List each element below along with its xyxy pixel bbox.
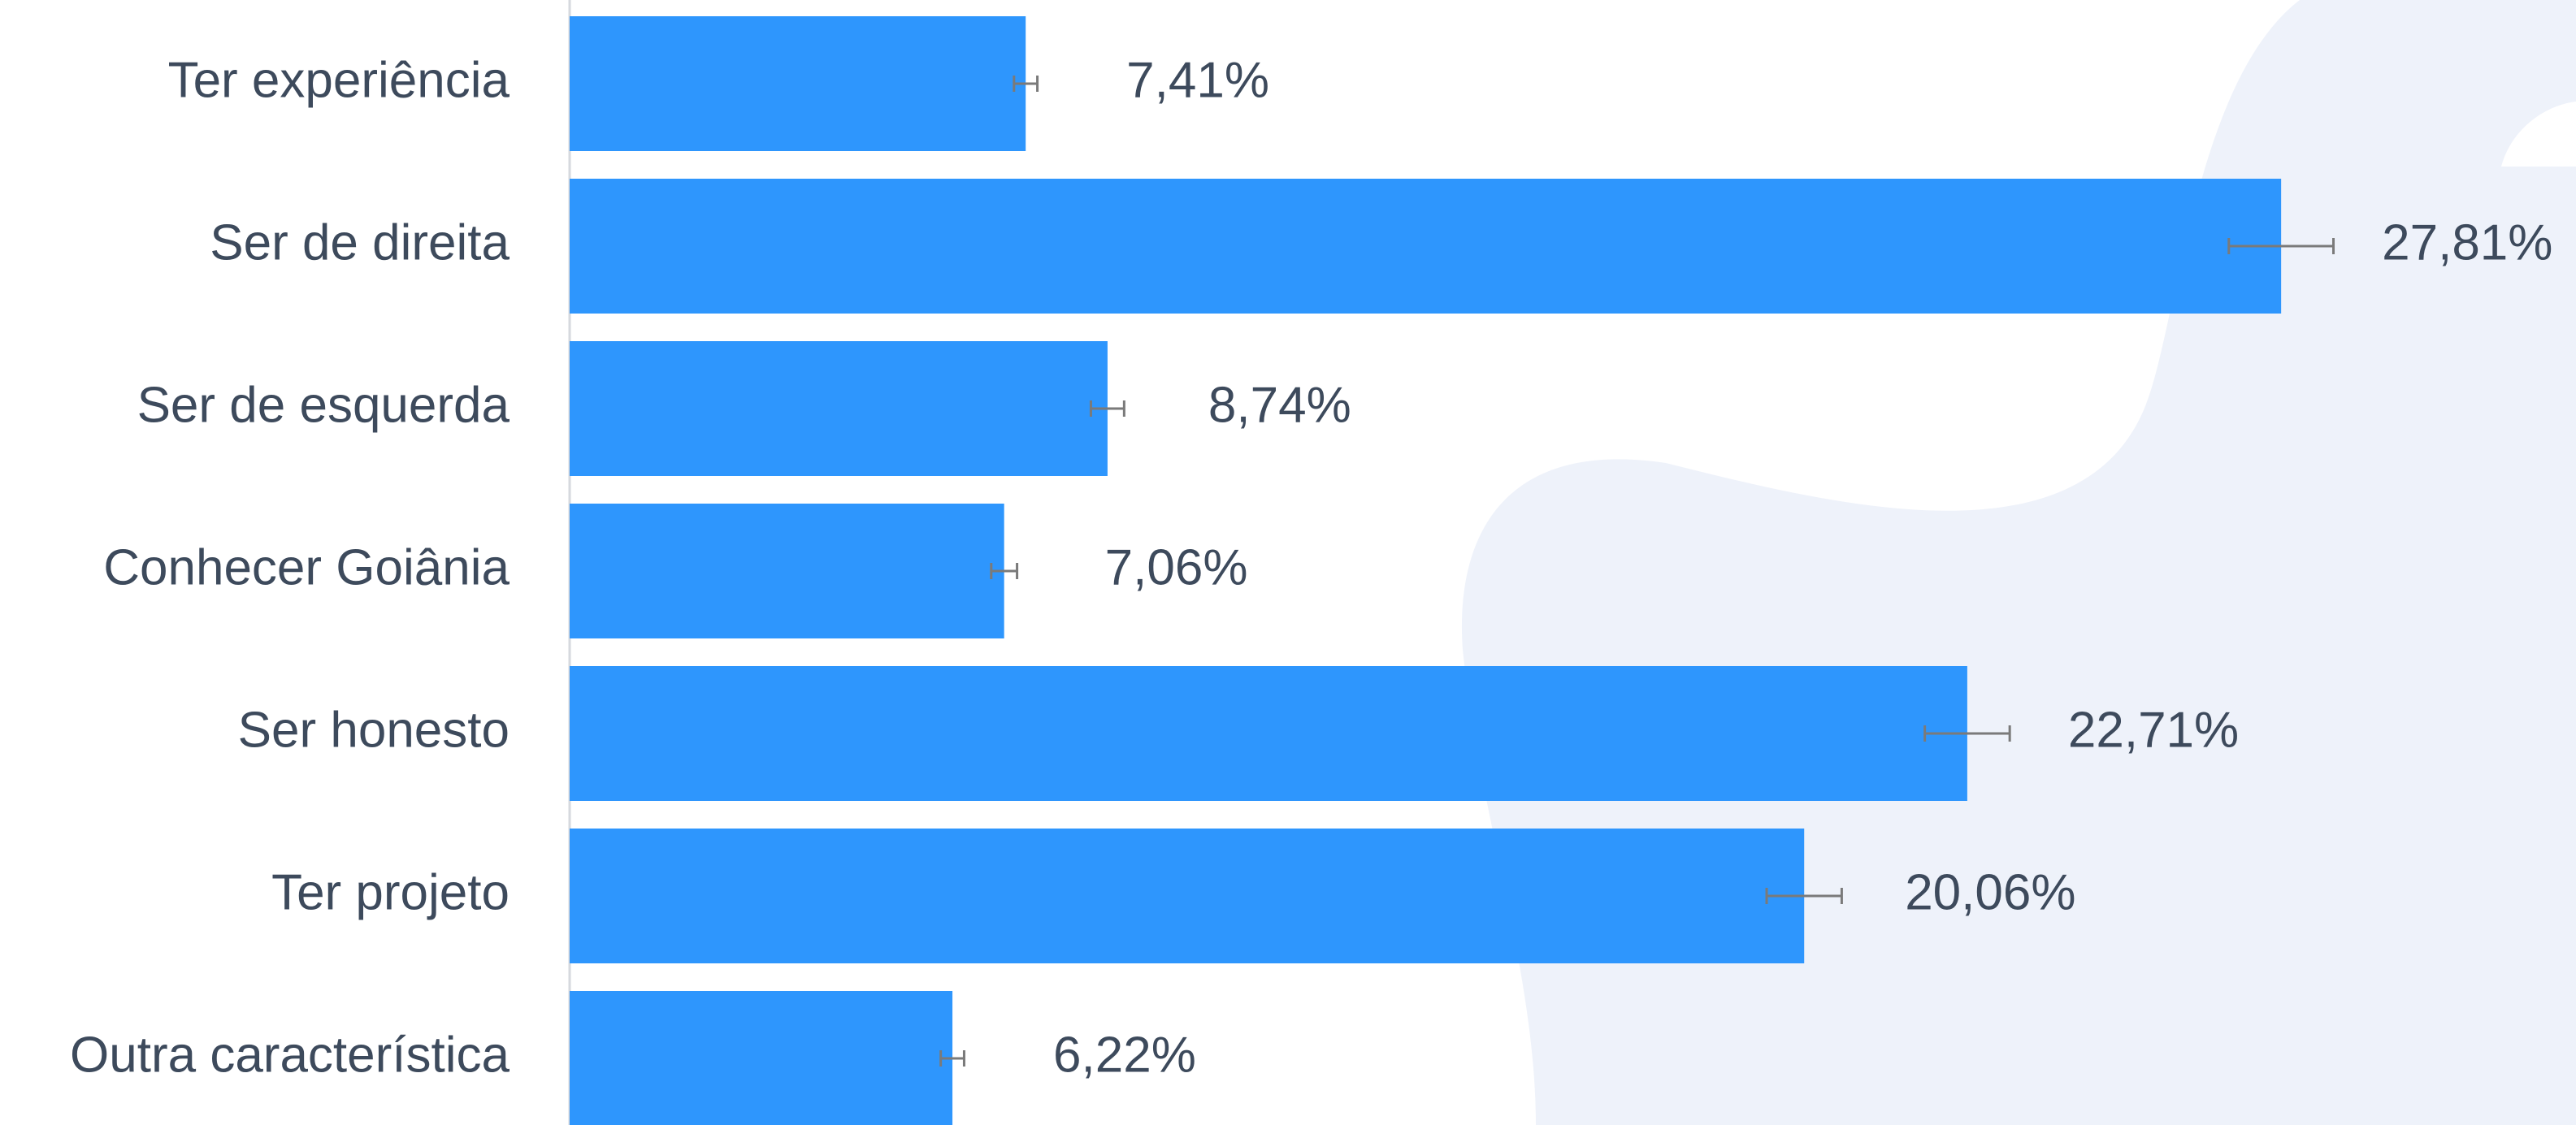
value-label: 22,71% [2068,702,2239,758]
category-label: Ter experiência [168,52,510,108]
error-bar [1013,76,1039,92]
error-bar [1923,725,2011,742]
bar [570,666,1967,801]
error-bar [990,563,1019,579]
bar [570,829,1805,963]
bar [570,179,2282,314]
category-label: Ser de direita [210,214,510,270]
value-label: 20,06% [1905,864,2075,920]
bar [570,16,1026,151]
value-label: 27,81% [2382,214,2552,270]
category-label: Ter projeto [271,864,510,920]
error-bar [2227,238,2335,254]
bar [570,504,1004,638]
category-label: Ser de esquerda [137,377,510,433]
error-bar [939,1050,965,1067]
category-label: Ser honesto [238,702,510,758]
value-label: 6,22% [1053,1027,1196,1083]
background-shape [2501,102,2576,167]
error-bar [1765,888,1843,904]
category-label: Conhecer Goiânia [103,539,510,595]
value-label: 7,41% [1126,52,1269,108]
bar [570,991,953,1125]
value-label: 8,74% [1208,377,1351,433]
value-label: 7,06% [1105,539,1248,595]
category-label: Outra característica [70,1027,510,1083]
bar [570,341,1108,476]
error-bar [1089,400,1125,417]
